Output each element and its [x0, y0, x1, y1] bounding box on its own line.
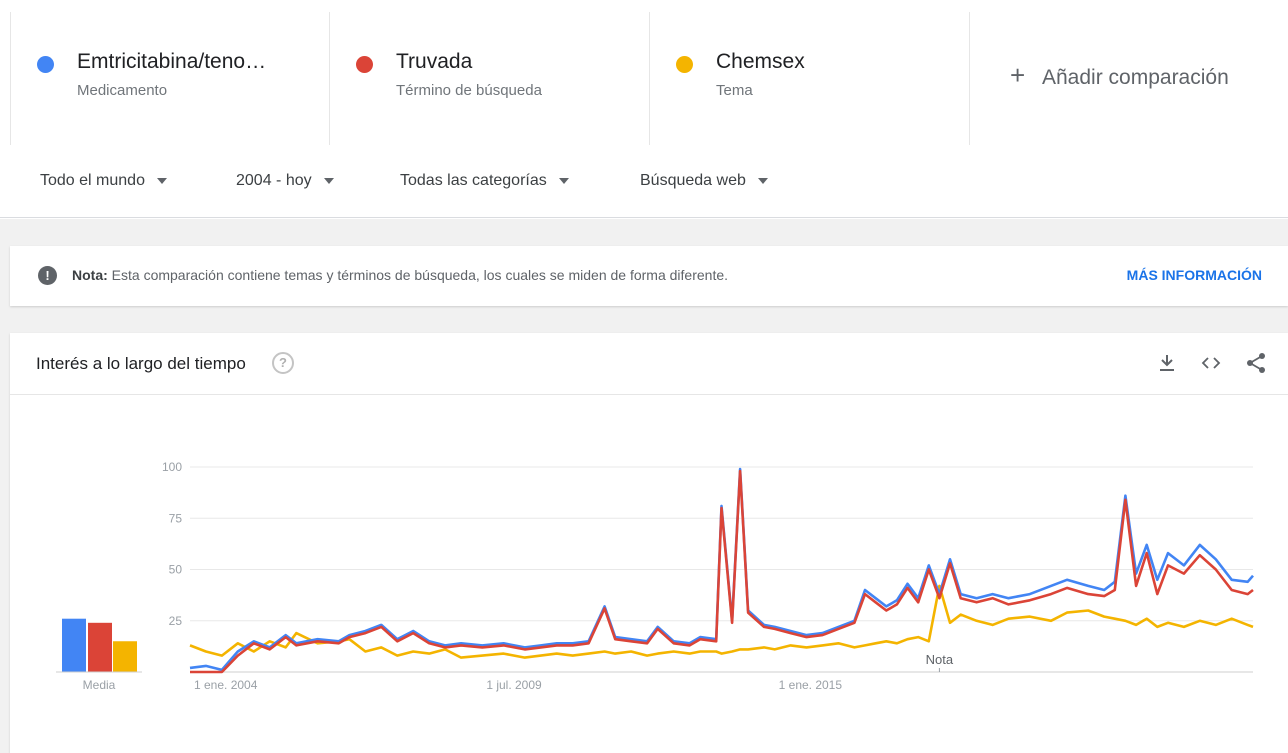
- share-icon[interactable]: [1244, 351, 1268, 375]
- series-color-dot: [356, 56, 373, 73]
- more-info-link[interactable]: MÁS INFORMACIÓN: [1126, 267, 1262, 283]
- average-bar: [62, 618, 86, 672]
- add-comparison-button[interactable]: + Añadir comparación: [970, 12, 1288, 145]
- region-label: Todo el mundo: [40, 172, 145, 189]
- term-card-1[interactable]: Emtricitabina/teno… Medicamento: [10, 12, 330, 145]
- caret-down-icon: [757, 178, 768, 184]
- search-type-dropdown[interactable]: Búsqueda web: [640, 172, 768, 190]
- trend-chart: 100 75 50 25 1 ene. 2004 1 jul. 2009 1 ene. 20…: [56, 460, 1254, 692]
- card-header: Interés a lo largo del tiempo ?: [10, 333, 1288, 395]
- comparison-terms: Emtricitabina/teno… Medicamento Truvada …: [10, 12, 1288, 145]
- term-kind: Término de búsqueda: [396, 82, 542, 99]
- filter-bar: Todo el mundo 2004 - hoy Todas las categ…: [0, 146, 1288, 218]
- annotation-label: Nota: [926, 652, 954, 667]
- note-banner: ! Nota: Esta comparación contiene temas …: [10, 246, 1288, 306]
- term-name: Truvada: [396, 50, 473, 73]
- note-label: Nota:: [72, 267, 108, 283]
- y-tick-label: 75: [169, 511, 183, 525]
- embed-icon[interactable]: [1199, 351, 1223, 375]
- term-name: Chemsex: [716, 50, 805, 73]
- average-bar: [88, 622, 112, 672]
- x-tick-label: 1 ene. 2004: [194, 678, 258, 692]
- note-text: Nota: Esta comparación contiene temas y …: [72, 267, 728, 283]
- series-line: [189, 584, 1254, 659]
- x-tick-label: 1 ene. 2015: [779, 678, 843, 692]
- add-comparison-label: Añadir comparación: [1042, 66, 1229, 89]
- term-card-2[interactable]: Truvada Término de búsqueda: [330, 12, 650, 145]
- region-dropdown[interactable]: Todo el mundo: [40, 172, 167, 190]
- search-type-label: Búsqueda web: [640, 172, 746, 189]
- download-icon[interactable]: [1155, 351, 1179, 375]
- term-card-3[interactable]: Chemsex Tema: [650, 12, 970, 145]
- chart-labels: 100 75 50 25 1 ene. 2004 1 jul. 2009 1 ene. 20…: [83, 460, 954, 692]
- card-title: Interés a lo largo del tiempo: [36, 354, 246, 373]
- period-dropdown[interactable]: 2004 - hoy: [236, 172, 334, 190]
- info-icon: !: [38, 266, 57, 285]
- series-line: [190, 469, 1254, 674]
- average-label: Media: [83, 678, 116, 692]
- category-label: Todas las categorías: [400, 172, 547, 189]
- term-name: Emtricitabina/teno…: [77, 50, 267, 73]
- average-bar: [113, 641, 137, 672]
- caret-down-icon: [323, 178, 334, 184]
- y-tick-label: 25: [169, 614, 183, 628]
- chart-grid: [190, 466, 1253, 673]
- caret-down-icon: [558, 178, 569, 184]
- y-tick-label: 50: [169, 563, 183, 577]
- series-lines: [189, 467, 1254, 674]
- plus-icon: +: [1010, 60, 1026, 90]
- interest-over-time-card: Interés a lo largo del tiempo ? 100 75 50 2…: [10, 333, 1288, 753]
- average-bars: [56, 618, 142, 673]
- series-color-dot: [676, 56, 693, 73]
- caret-down-icon: [156, 178, 167, 184]
- period-label: 2004 - hoy: [236, 172, 312, 189]
- x-tick-label: 1 jul. 2009: [486, 678, 542, 692]
- term-kind: Tema: [716, 82, 753, 99]
- y-tick-label: 100: [162, 460, 182, 474]
- series-color-dot: [37, 56, 54, 73]
- category-dropdown[interactable]: Todas las categorías: [400, 172, 569, 190]
- term-kind: Medicamento: [77, 82, 168, 99]
- note-body: Esta comparación contiene temas y términ…: [107, 267, 729, 283]
- help-icon[interactable]: ?: [272, 352, 294, 374]
